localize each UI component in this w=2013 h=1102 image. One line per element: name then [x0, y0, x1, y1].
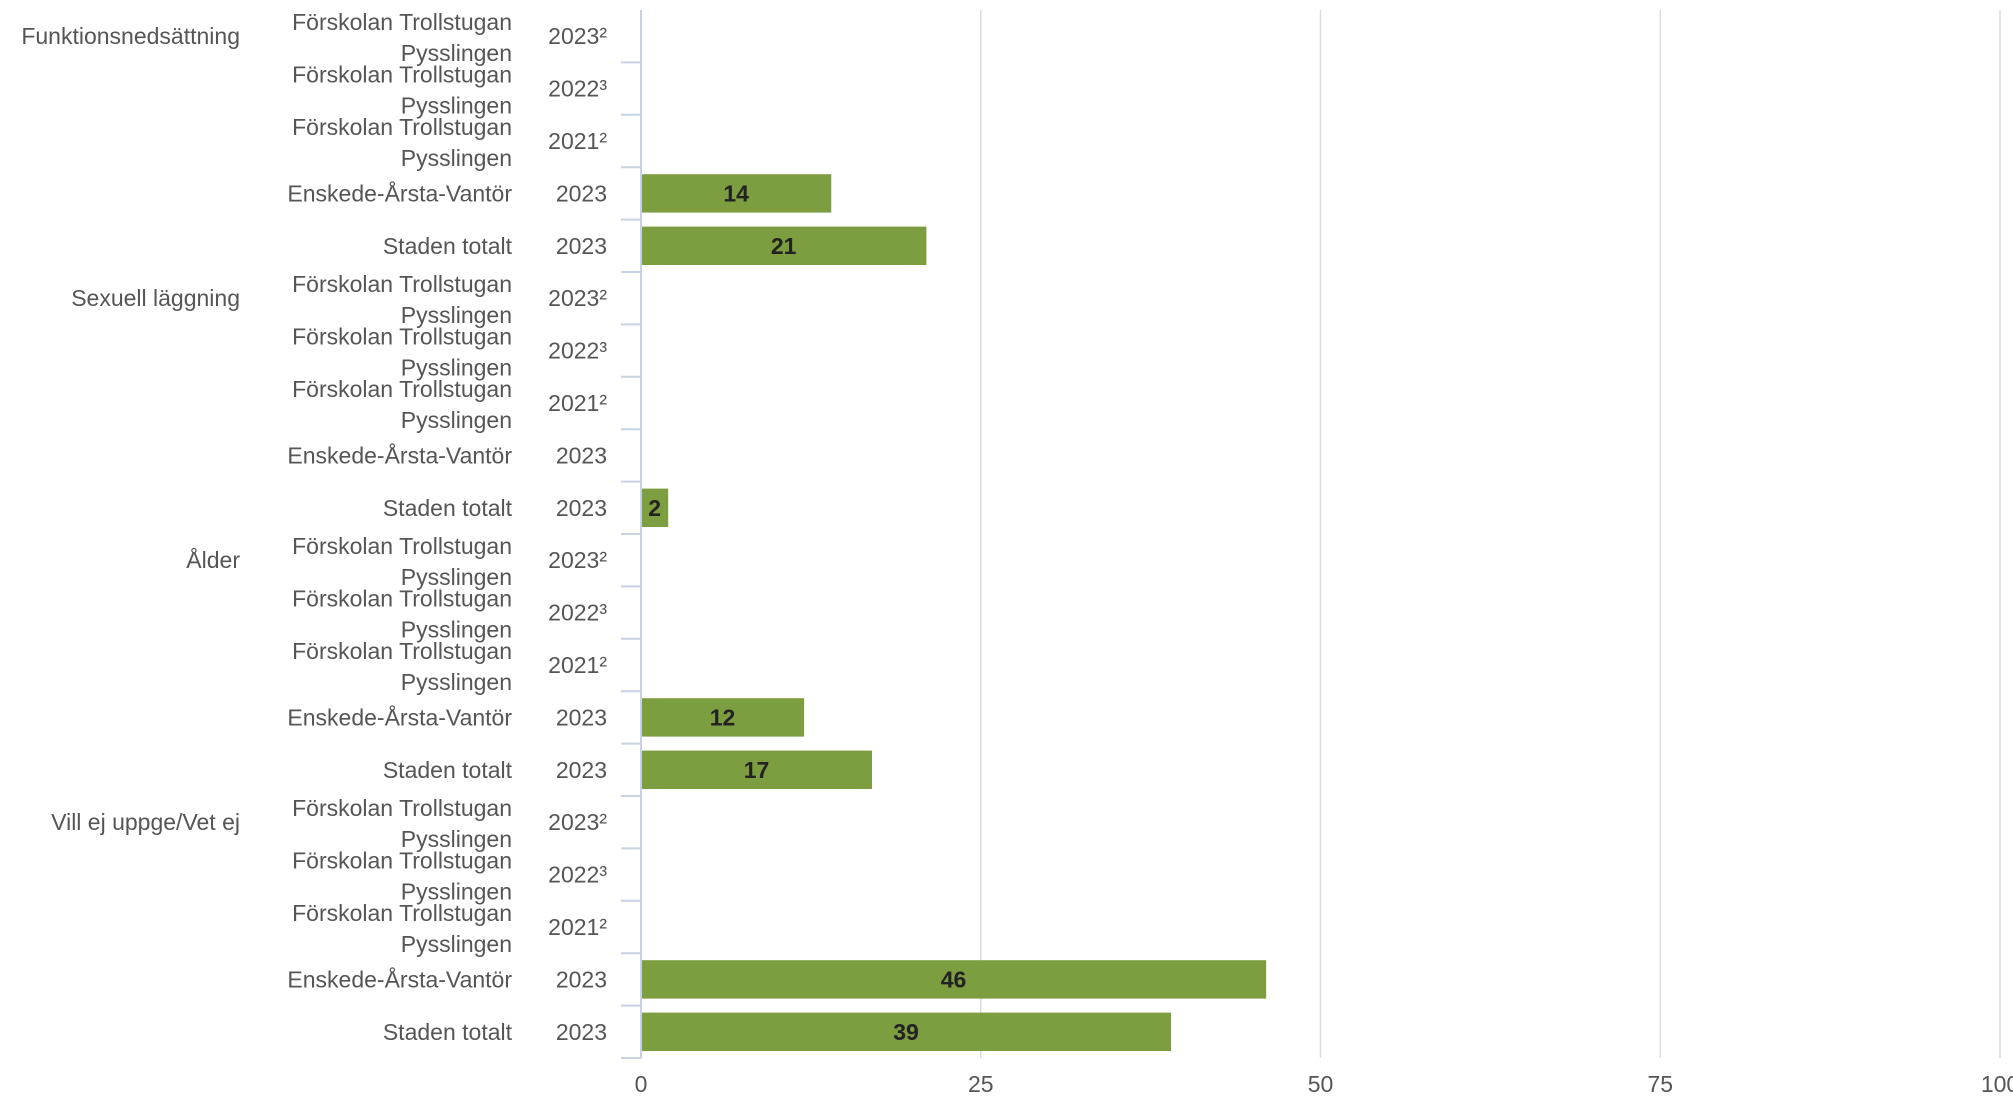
row-label: Förskolan Trollstugan Pysslingen — [292, 9, 512, 66]
data-label: 21 — [771, 233, 797, 259]
row-label: Staden totalt — [383, 757, 513, 783]
bar — [641, 226, 927, 265]
bar — [641, 1012, 1172, 1051]
row-label: Förskolan Trollstugan Pysslingen — [292, 533, 512, 590]
row-label: Förskolan Trollstugan Pysslingen — [292, 324, 512, 381]
row-label: Staden totalt — [383, 495, 513, 521]
row-label: Enskede-Årsta-Vantör — [287, 965, 512, 992]
group-label: Sexuell läggning — [71, 285, 240, 311]
row-label: Förskolan Trollstugan Pysslingen — [292, 271, 512, 328]
bar-layer — [641, 174, 1267, 1051]
row-label: Staden totalt — [383, 233, 513, 259]
year-label: 2023² — [548, 809, 607, 835]
year-label: 2021² — [548, 128, 607, 154]
year-label: 2023 — [556, 966, 607, 992]
year-label: 2023² — [548, 23, 607, 49]
year-label: 2022³ — [548, 862, 607, 888]
row-label: Förskolan Trollstugan Pysslingen — [292, 114, 512, 171]
label-layer: 0 25 50 75 100 Funktionsnedsättning Förskolan … — [21, 9, 2013, 1097]
row-label: Förskolan Trollstugan Pysslingen — [292, 848, 512, 905]
year-label: 2023 — [556, 233, 607, 259]
x-tick-label: 0 — [635, 1071, 648, 1097]
year-label: 2023 — [556, 1019, 607, 1045]
bar — [641, 750, 873, 789]
year-label: 2022³ — [548, 76, 607, 102]
year-label: 2023² — [548, 547, 607, 573]
year-label: 2023 — [556, 180, 607, 206]
year-label: 2021² — [548, 652, 607, 678]
row-label: Enskede-Årsta-Vantör — [287, 179, 512, 206]
row-label: Förskolan Trollstugan Pysslingen — [292, 586, 512, 643]
row-label: Förskolan Trollstugan Pysslingen — [292, 900, 512, 957]
bar — [641, 174, 832, 213]
row-label: Enskede-Årsta-Vantör — [287, 441, 512, 468]
x-tick-label: 50 — [1308, 1071, 1334, 1097]
data-label: 2 — [648, 495, 661, 521]
year-label: 2022³ — [548, 600, 607, 626]
year-label: 2023 — [556, 757, 607, 783]
year-label: 2023 — [556, 442, 607, 468]
bar — [641, 960, 1267, 999]
data-label: 46 — [941, 966, 967, 992]
year-label: 2021² — [548, 914, 607, 940]
row-label: Förskolan Trollstugan Pysslingen — [292, 62, 512, 119]
year-label: 2023² — [548, 285, 607, 311]
year-label: 2022³ — [548, 338, 607, 364]
data-label: 12 — [710, 704, 736, 730]
x-tick-label: 25 — [968, 1071, 994, 1097]
data-label: 17 — [744, 757, 770, 783]
x-tick-label: 75 — [1647, 1071, 1673, 1097]
bar — [641, 488, 669, 527]
row-label: Förskolan Trollstugan Pysslingen — [292, 638, 512, 695]
year-label: 2023 — [556, 704, 607, 730]
grid-layer — [980, 10, 2001, 1058]
x-tick-label: 100 — [1981, 1071, 2013, 1097]
axis-layer — [621, 10, 642, 1059]
row-label: Enskede-Årsta-Vantör — [287, 703, 512, 730]
bar — [641, 698, 805, 737]
group-label: Funktionsnedsättning — [21, 23, 240, 49]
group-label: Ålder — [186, 546, 240, 573]
data-label: 14 — [723, 180, 749, 206]
group-label: Vill ej uppge/Vet ej — [51, 809, 240, 835]
row-label: Förskolan Trollstugan Pysslingen — [292, 376, 512, 433]
row-label: Staden totalt — [383, 1019, 513, 1045]
data-label: 39 — [893, 1019, 919, 1045]
year-label: 2023 — [556, 495, 607, 521]
year-label: 2021² — [548, 390, 607, 416]
row-label: Förskolan Trollstugan Pysslingen — [292, 795, 512, 852]
